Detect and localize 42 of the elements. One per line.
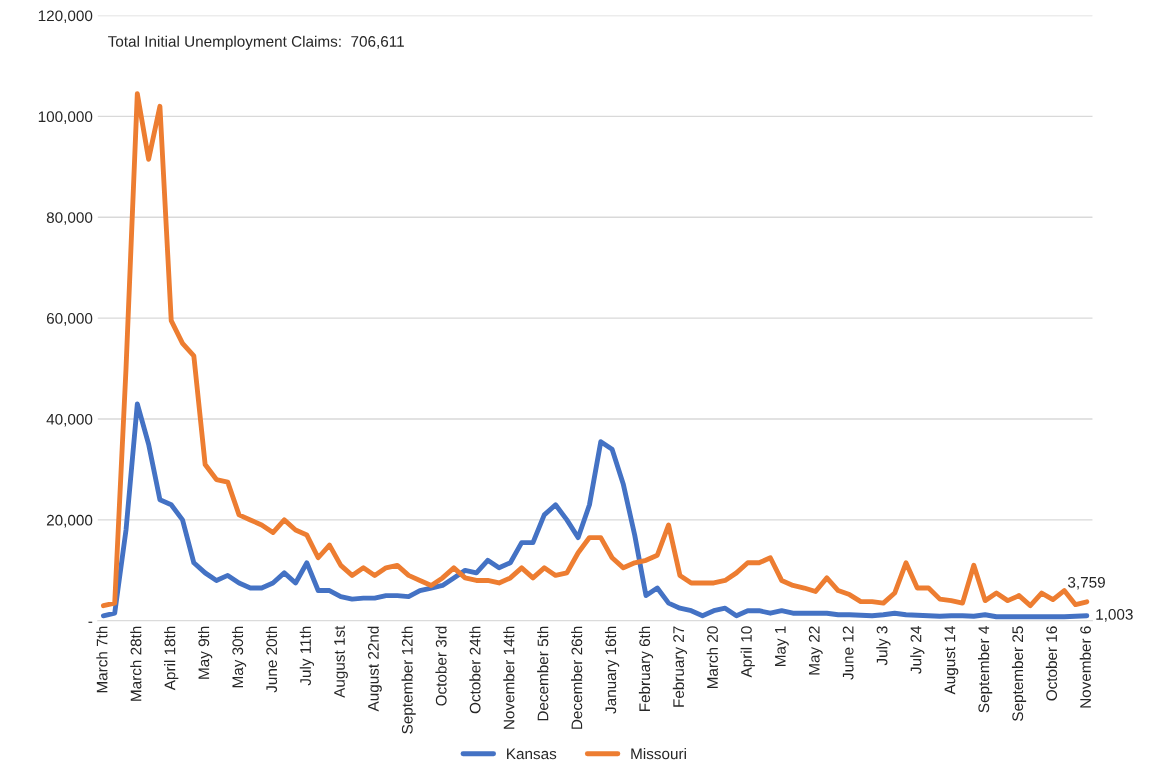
legend-label: Kansas — [507, 748, 557, 760]
data-label: 1,003 — [1096, 609, 1133, 622]
y-tick-label: 80,000 — [46, 212, 93, 225]
x-tick-label: September 25 — [1011, 626, 1027, 721]
x-tick-label: August 14 — [944, 626, 959, 695]
x-tick-label: October 16 — [1045, 626, 1058, 701]
y-tick-label: - — [88, 621, 93, 623]
x-tick-label: December 5th — [537, 626, 549, 721]
x-tick-label: March 7th — [96, 626, 108, 693]
x-tick-label: November 14th — [503, 626, 515, 729]
x-tick-label: May 9th — [198, 626, 213, 679]
x-tick-label: April 10 — [740, 626, 755, 678]
y-tick-label: 20,000 — [46, 514, 93, 528]
data-label: 3,759 — [1067, 576, 1105, 590]
x-tick-label: June 12 — [842, 626, 854, 680]
x-tick-label: September 4 — [977, 626, 993, 713]
x-tick-label: September 12th — [401, 626, 416, 734]
x-tick-label: March 28th — [130, 626, 142, 701]
x-tick-label: November 6 — [1079, 626, 1091, 708]
x-tick-label: May 30th — [231, 626, 247, 688]
x-tick-label: March 20 — [706, 626, 718, 689]
x-tick-label: May 22 — [808, 626, 823, 675]
x-tick-label: October 3rd — [435, 626, 447, 706]
y-tick-label: 60,000 — [46, 313, 93, 326]
x-tick-label: December 26th — [571, 626, 583, 729]
annotation: Total Initial Unemployment Claims: 706,611 — [108, 35, 404, 50]
y-tick-label: 120,000 — [38, 10, 93, 24]
legend-label: Missouri — [631, 748, 686, 760]
x-tick-label: August 1st — [334, 625, 348, 698]
y-tick-label: 100,000 — [38, 111, 93, 124]
x-tick-label: July 3 — [876, 626, 891, 666]
x-tick-label: June 20th — [265, 626, 278, 693]
x-tick-label: July 11th — [299, 626, 314, 686]
x-tick-label: October 24th — [469, 626, 481, 714]
x-tick-label: August 22nd — [367, 626, 382, 712]
x-tick-label: April 18th — [164, 626, 179, 691]
x-tick-label: May 1 — [775, 626, 789, 667]
x-tick-label: February 27 — [672, 626, 688, 707]
x-tick-label: January 16th — [604, 626, 620, 714]
x-tick-label: July 24 — [910, 626, 925, 674]
x-tick-label: February 6th — [638, 626, 654, 712]
y-tick-label: 40,000 — [46, 413, 93, 427]
